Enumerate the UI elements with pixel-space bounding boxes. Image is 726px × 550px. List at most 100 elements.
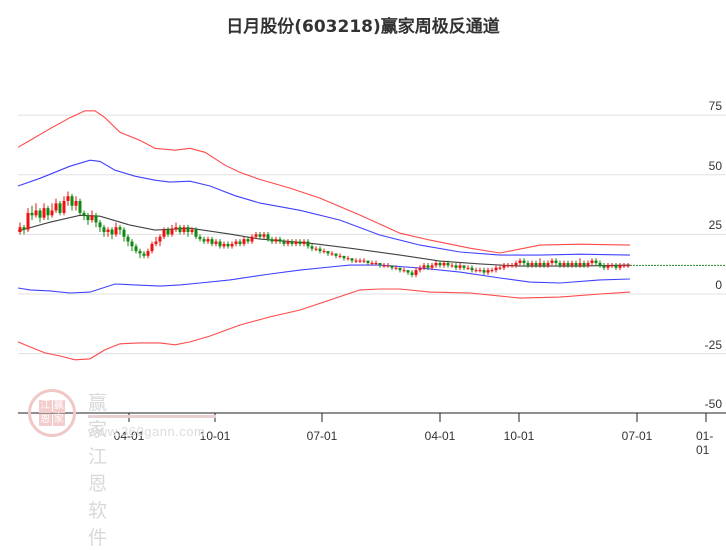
y-tick-label: 75 xyxy=(708,99,722,114)
candle-up xyxy=(490,270,494,272)
candle-up xyxy=(494,267,498,271)
candle-down xyxy=(82,212,86,216)
candle-up xyxy=(190,229,194,232)
seal-char: 赢 xyxy=(52,400,65,413)
seal-char: 恩 xyxy=(39,413,52,426)
candle-down xyxy=(278,239,282,242)
candle-up xyxy=(530,262,534,266)
y-tick-label: 0 xyxy=(715,278,722,292)
candle-down xyxy=(306,241,310,247)
candle-up xyxy=(174,227,178,230)
candle-down xyxy=(462,265,466,268)
candle-up xyxy=(54,203,58,211)
candle-down xyxy=(238,241,242,244)
candle-down xyxy=(38,210,42,218)
candle-down xyxy=(98,222,102,228)
candle-down xyxy=(178,227,182,232)
candle-down xyxy=(138,251,142,254)
candle-down xyxy=(70,196,74,206)
y-tick-label: 50 xyxy=(708,158,722,173)
candle-up xyxy=(346,258,350,260)
candle-down xyxy=(290,241,294,244)
candle-down xyxy=(46,208,50,216)
candle-down xyxy=(334,253,338,256)
candle-up xyxy=(626,265,630,267)
candle-up xyxy=(578,262,582,266)
candle-down xyxy=(594,260,598,263)
candle-down xyxy=(438,262,442,266)
candle-up xyxy=(146,251,150,256)
candle-up xyxy=(498,267,502,269)
candle-up xyxy=(182,227,186,232)
candle-up xyxy=(550,260,554,263)
candle-up xyxy=(590,260,594,263)
candle-up xyxy=(374,262,378,264)
candle-down xyxy=(58,203,62,213)
candle-up xyxy=(274,239,278,242)
candle-up xyxy=(302,241,306,244)
candle-down xyxy=(542,262,546,266)
candle-down xyxy=(30,212,34,216)
candle-down xyxy=(258,234,262,237)
candle-up xyxy=(510,265,514,267)
candle-up xyxy=(362,260,366,262)
candle-up xyxy=(430,265,434,268)
series-lower_inner xyxy=(17,264,631,294)
candle-up xyxy=(370,262,374,264)
candle-down xyxy=(102,227,106,232)
candle-down xyxy=(122,229,126,237)
candle-down xyxy=(246,239,250,242)
candle-down xyxy=(410,272,414,275)
candle-down xyxy=(298,241,302,244)
candle-up xyxy=(158,236,162,242)
candle-up xyxy=(242,239,246,244)
candle-down xyxy=(390,265,394,268)
candle-up xyxy=(214,241,218,244)
candle-up xyxy=(418,267,422,271)
candle-up xyxy=(206,239,210,242)
candle-up xyxy=(42,208,46,218)
watermark-url: www.360gann.com xyxy=(88,424,206,439)
candle-up xyxy=(62,200,66,213)
y-tick-label: -50 xyxy=(704,397,722,412)
seal-char: 江 xyxy=(39,400,52,413)
candle-up xyxy=(502,265,506,268)
candle-down xyxy=(598,262,602,266)
x-tick-label: 10-01 xyxy=(503,429,535,443)
candle-down xyxy=(270,239,274,242)
candle-up xyxy=(414,270,418,275)
candle-down xyxy=(526,262,530,266)
candle-down xyxy=(166,229,170,235)
candle-down xyxy=(326,251,330,254)
candle-down xyxy=(582,262,586,266)
candle-up xyxy=(422,265,426,268)
candle-down xyxy=(398,267,402,271)
candle-down xyxy=(482,270,486,273)
x-tick-label: 07-01 xyxy=(306,429,338,443)
candle-up xyxy=(478,270,482,272)
candle-up xyxy=(586,262,590,266)
candle-up xyxy=(618,265,622,268)
candle-down xyxy=(558,262,562,266)
candle-up xyxy=(506,265,510,267)
candle-up xyxy=(294,241,298,244)
watermark-brand: 赢家江恩软件 xyxy=(88,392,109,549)
candle-down xyxy=(186,227,190,232)
candle-down xyxy=(134,246,138,252)
candle-up xyxy=(18,227,22,232)
candle-down xyxy=(554,260,558,263)
candle-up xyxy=(262,234,266,237)
x-tick-label: 07-01 xyxy=(621,429,653,443)
candle-up xyxy=(222,243,226,247)
candle-up xyxy=(50,210,54,216)
candle-down xyxy=(350,258,354,261)
candle-up xyxy=(402,270,406,272)
candle-up xyxy=(154,241,158,244)
x-tick-label: 01-01 xyxy=(696,429,714,457)
candle-down xyxy=(310,246,314,249)
candle-down xyxy=(566,262,570,266)
candle-down xyxy=(202,239,206,242)
watermark-divider xyxy=(88,415,216,418)
candle-up xyxy=(434,262,438,266)
candle-down xyxy=(282,241,286,244)
